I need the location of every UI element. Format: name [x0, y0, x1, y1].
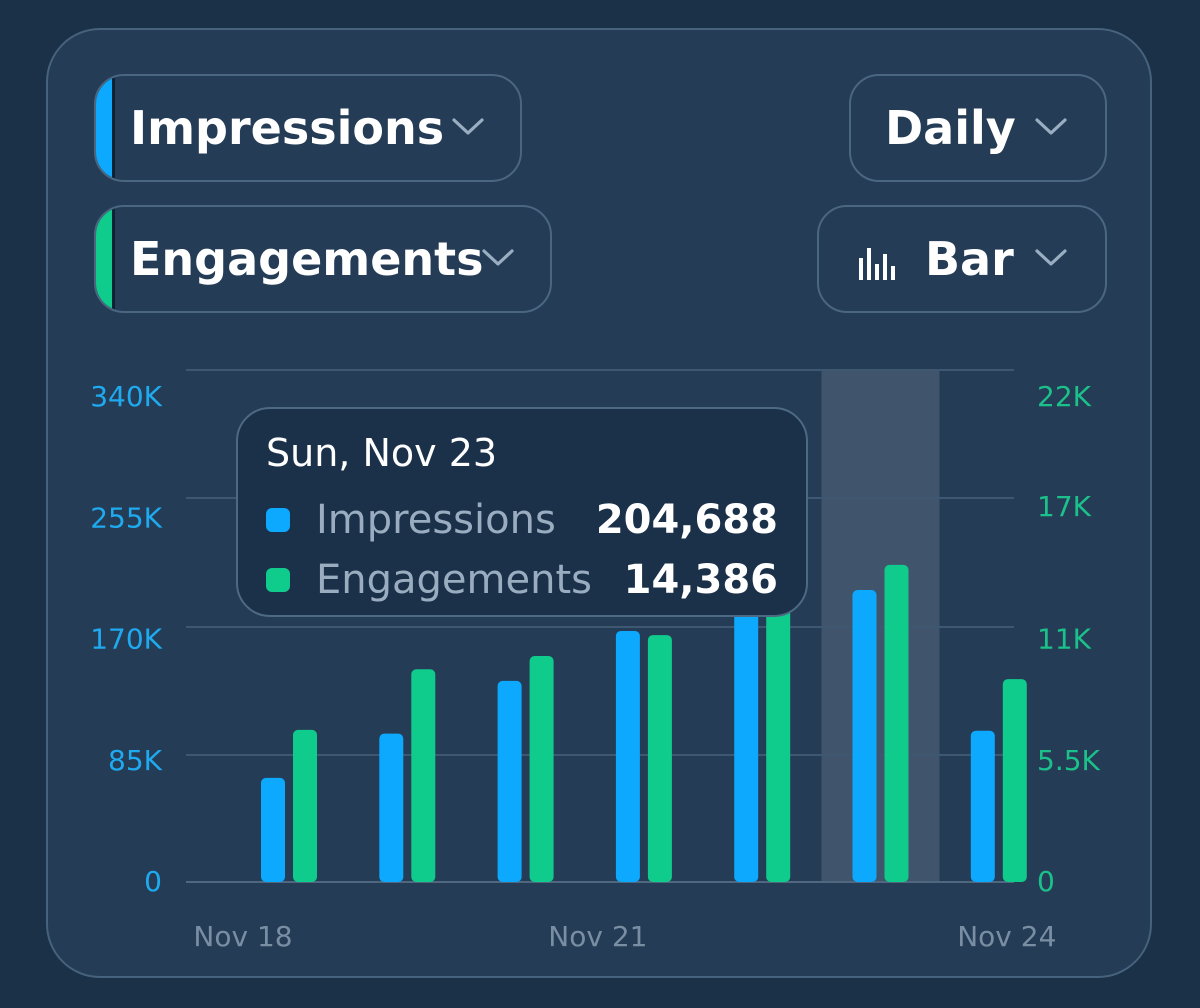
chevron-down-icon — [1035, 118, 1067, 135]
interval-label: Daily — [885, 101, 1016, 155]
engagements-swatch — [266, 568, 290, 592]
left-axis-tick-label: 85K — [108, 744, 163, 777]
tooltip-engagements-value: 14,386 — [623, 557, 778, 603]
impressions-bar — [379, 733, 404, 882]
impressions-bar — [615, 630, 640, 882]
tooltip-impressions-label: Impressions — [316, 497, 556, 543]
chevron-down-icon — [452, 118, 484, 135]
x-axis-tick-label: Nov 24 — [957, 920, 1056, 953]
metric-1-color-marker — [96, 76, 115, 180]
left-axis-tick-label: 340K — [90, 380, 162, 413]
impressions-bar — [970, 730, 995, 882]
right-axis-tick-label: 5.5K — [1037, 744, 1101, 777]
tooltip-date: Sun, Nov 23 — [266, 431, 498, 475]
tooltip-row-engagements: Engagements 14,386 — [266, 555, 778, 605]
engagements-bar — [529, 656, 554, 882]
right-axis-tick-label: 17K — [1037, 490, 1092, 523]
interval-dropdown[interactable]: Daily — [849, 74, 1107, 182]
engagements-bar — [884, 564, 909, 882]
engagements-bar — [647, 635, 672, 882]
metric-2-label: Engagements — [130, 232, 484, 286]
left-axis-tick-label: 0 — [144, 865, 162, 898]
chart-type-dropdown[interactable]: Bar — [817, 205, 1107, 313]
chart-type-label: Bar — [925, 232, 1014, 286]
right-axis-tick-label: 0 — [1037, 865, 1055, 898]
metric-2-dropdown[interactable]: Engagements — [94, 205, 552, 313]
left-axis-tick-label: 255K — [90, 501, 162, 534]
metric-1-dropdown[interactable]: Impressions — [94, 74, 522, 182]
impressions-bar — [261, 777, 285, 882]
impressions-bar — [852, 590, 877, 882]
bar-chart-icon — [859, 248, 895, 280]
tooltip-impressions-value: 204,688 — [595, 497, 778, 543]
x-axis-tick-label: Nov 18 — [193, 920, 292, 953]
metric-2-color-marker — [96, 207, 115, 311]
x-axis-tick-label: Nov 21 — [548, 920, 647, 953]
chart-tooltip: Sun, Nov 23 Impressions 204,688 Engageme… — [236, 407, 808, 617]
engagements-bar — [293, 729, 317, 882]
chevron-down-icon — [482, 249, 514, 266]
engagements-bar — [1002, 679, 1027, 882]
right-axis-tick-label: 22K — [1037, 380, 1092, 413]
tooltip-row-impressions: Impressions 204,688 — [266, 495, 778, 545]
impressions-swatch — [266, 508, 290, 532]
metric-1-label: Impressions — [130, 101, 445, 155]
left-axis-tick-label: 170K — [90, 623, 162, 656]
impressions-bar — [497, 680, 522, 882]
right-axis-tick-label: 11K — [1037, 623, 1092, 656]
chevron-down-icon — [1035, 249, 1067, 266]
engagements-bar — [411, 669, 436, 882]
tooltip-engagements-label: Engagements — [316, 557, 592, 603]
